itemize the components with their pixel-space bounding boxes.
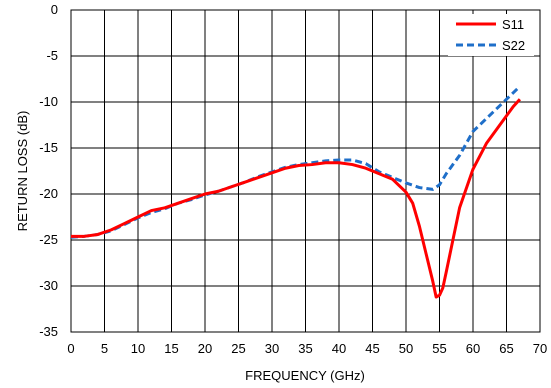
x-tick-label: 45: [365, 341, 379, 356]
x-tick-label: 55: [432, 341, 446, 356]
x-tick-label: 20: [198, 341, 212, 356]
y-tick-label: -25: [39, 232, 58, 247]
y-tick-label: -20: [39, 186, 58, 201]
y-tick-label: -10: [39, 94, 58, 109]
x-tick-label: 65: [499, 341, 513, 356]
x-tick-label: 15: [164, 341, 178, 356]
y-tick-label: -5: [46, 48, 58, 63]
series-line-s11: [71, 98, 522, 299]
series-lines: [70, 85, 522, 299]
x-tick-label: 30: [265, 341, 279, 356]
x-tick-label: 70: [533, 341, 547, 356]
y-tick-label: 0: [51, 2, 58, 17]
y-tick-labels: 0 -5 -10 -15 -20 -25 -30 -35: [39, 2, 58, 339]
x-tick-label: 40: [332, 341, 346, 356]
y-axis-label: RETURN LOSS (dB): [15, 111, 30, 232]
x-axis-label: FREQUENCY (GHz): [245, 368, 365, 383]
x-tick-label: 10: [131, 341, 145, 356]
legend: S11 S22: [448, 14, 534, 56]
legend-label-s22: S22: [502, 38, 525, 53]
x-tick-labels: 0 5 10 15 20 25 30 35 40 45 50 55 60 65 70: [67, 341, 547, 356]
x-tick-label: 60: [466, 341, 480, 356]
y-tick-label: -15: [39, 140, 58, 155]
legend-background: [448, 14, 534, 56]
x-tick-label: 0: [67, 341, 74, 356]
x-tick-label: 5: [101, 341, 108, 356]
x-tick-label: 35: [298, 341, 312, 356]
y-tick-label: -35: [39, 324, 58, 339]
x-tick-label: 50: [399, 341, 413, 356]
y-tick-label: -30: [39, 278, 58, 293]
legend-label-s11: S11: [502, 17, 524, 32]
x-tick-label: 25: [231, 341, 245, 356]
